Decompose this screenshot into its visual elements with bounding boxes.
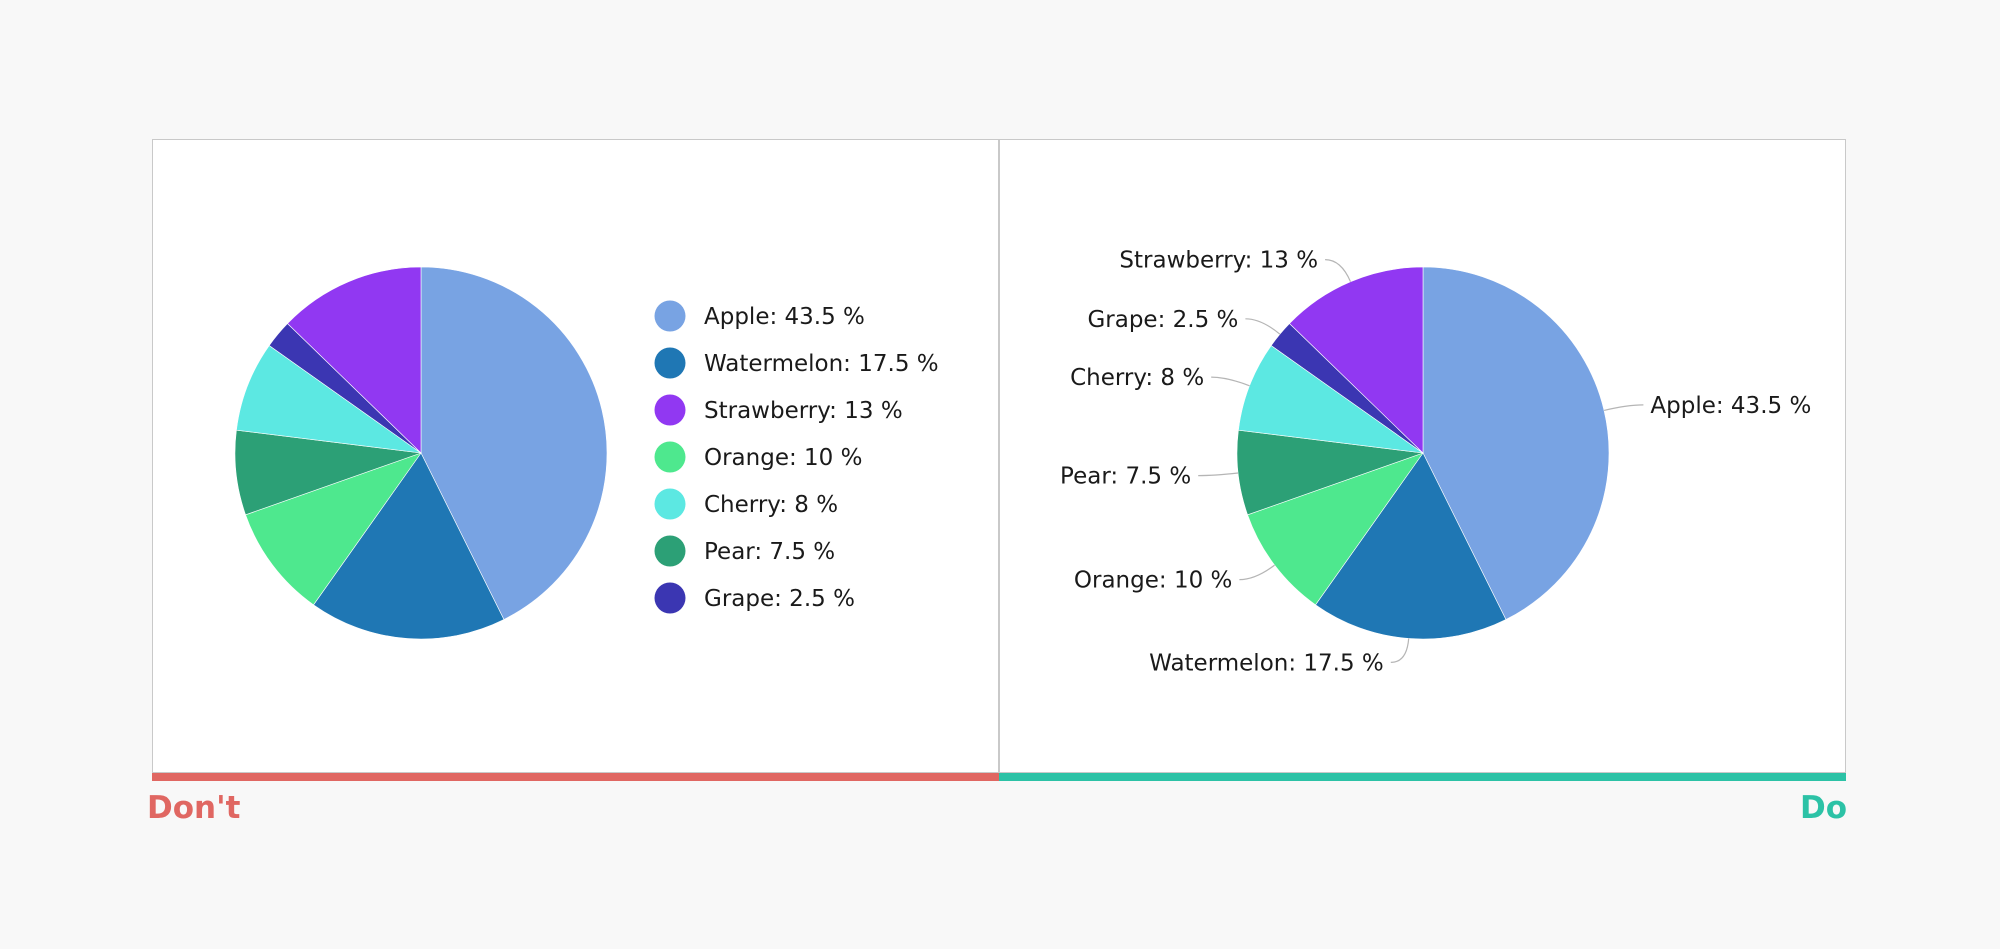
slice-label-orange: Orange: 10 %: [1074, 568, 1232, 594]
leader-line-strawberry: [1325, 259, 1352, 282]
slice-label-grape: Grape: 2.5 %: [1087, 307, 1238, 333]
do-label: Do: [1799, 790, 1847, 826]
dont-label: Don't: [147, 790, 241, 826]
pie-slice-watermelon: [313, 452, 505, 640]
pie-slice-orange: [1247, 452, 1424, 606]
legend-label-apple: Apple: 43.5 %: [704, 304, 865, 330]
legend-swatch-strawberry: [654, 394, 686, 426]
do-indicator-bar: [999, 773, 1846, 781]
leader-line-orange: [1239, 564, 1275, 581]
legend-swatch-grape: [654, 582, 686, 614]
legend-label-watermelon: Watermelon: 17.5 %: [704, 351, 939, 377]
leader-line-watermelon: [1390, 638, 1410, 663]
slice-label-pear: Pear: 7.5 %: [1060, 464, 1191, 490]
legend-swatch-pear: [654, 535, 686, 567]
pie-slice-cherry: [1238, 345, 1424, 454]
legend-label-grape: Grape: 2.5 %: [704, 586, 855, 612]
slice-label-cherry: Cherry: 8 %: [1070, 365, 1204, 391]
pie-chart-with-legend: Apple: 43.5 % Watermelon: 17.5 % Strawberr…: [234, 266, 939, 640]
pie-slice-apple: [1422, 266, 1610, 620]
dont-indicator-bar: [152, 773, 999, 781]
leader-line-grape: [1245, 318, 1281, 335]
legend-swatch-cherry: [654, 488, 686, 520]
pie-slice-apple: [420, 266, 608, 620]
leader-line-pear: [1198, 472, 1239, 477]
pie-slice-orange: [245, 452, 422, 606]
pie-slice-strawberry: [287, 266, 422, 454]
leader-line-cherry: [1211, 376, 1250, 387]
legend-swatch-orange: [654, 441, 686, 473]
legend-swatch-apple: [654, 300, 686, 332]
slice-label-apple: Apple: 43.5 %: [1650, 393, 1811, 419]
pie-slice-strawberry: [1289, 266, 1424, 454]
do-example-panel: Apple: 43.5 % Watermelon: 17.5 % Orange: 1…: [999, 139, 1846, 773]
pie-slice-cherry: [236, 345, 422, 454]
pie-chart-direct-labels: Apple: 43.5 % Watermelon: 17.5 % Orange: 1…: [1060, 248, 1811, 677]
legend-label-orange: Orange: 10 %: [704, 445, 862, 471]
slice-label-strawberry: Strawberry: 13 %: [1119, 248, 1318, 274]
slice-label-watermelon: Watermelon: 17.5 %: [1149, 650, 1384, 676]
leader-line-apple: [1603, 404, 1644, 411]
legend-label-strawberry: Strawberry: 13 %: [704, 398, 903, 424]
legend-swatch-watermelon: [654, 347, 686, 379]
legend-label-pear: Pear: 7.5 %: [704, 539, 835, 565]
legend-label-cherry: Cherry: 8 %: [704, 492, 838, 518]
dont-example-panel: Apple: 43.5 % Watermelon: 17.5 % Strawberr…: [152, 139, 999, 773]
